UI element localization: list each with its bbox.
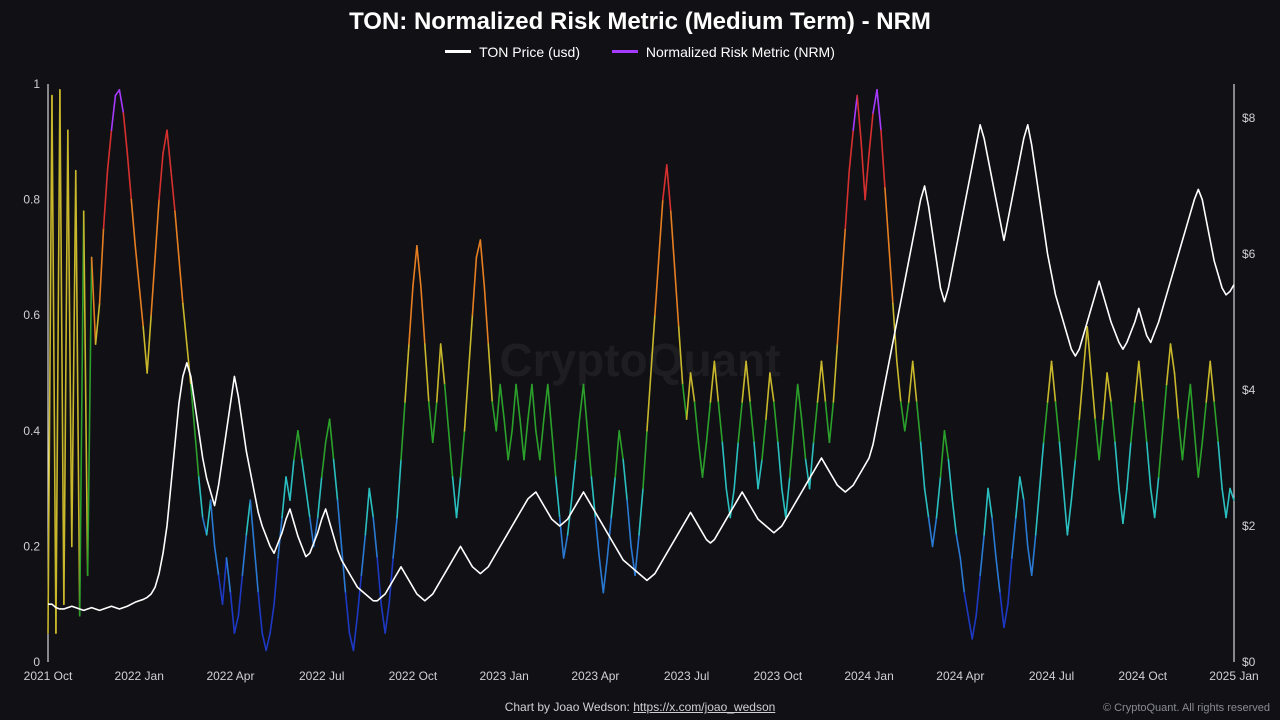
svg-text:$2: $2	[1242, 519, 1256, 533]
svg-text:2023 Jan: 2023 Jan	[479, 669, 528, 683]
svg-text:2022 Jan: 2022 Jan	[115, 669, 164, 683]
chart-svg: 0 0.2 0.4 0.6 0.8 1 $0 $2 $4 $6 $8 2021 Oct 2022 Jan…	[0, 0, 1280, 720]
svg-text:2024 Apr: 2024 Apr	[936, 669, 984, 683]
svg-text:2024 Jan: 2024 Jan	[844, 669, 893, 683]
chart-credits: Chart by Joao Wedson: https://x.com/joao…	[0, 700, 1280, 714]
svg-text:2023 Apr: 2023 Apr	[571, 669, 619, 683]
tick-labels: 0 0.2 0.4 0.6 0.8 1 $0 $2 $4 $6 $8 2021 Oct 2022 Jan…	[23, 77, 1258, 683]
svg-text:$0: $0	[1242, 655, 1256, 669]
svg-text:0: 0	[33, 655, 40, 669]
svg-text:2024 Jul: 2024 Jul	[1029, 669, 1074, 683]
svg-text:2022 Jul: 2022 Jul	[299, 669, 344, 683]
svg-text:0.4: 0.4	[23, 424, 40, 438]
svg-text:2021 Oct: 2021 Oct	[24, 669, 73, 683]
svg-text:2024 Oct: 2024 Oct	[1118, 669, 1167, 683]
svg-text:2023 Oct: 2023 Oct	[753, 669, 802, 683]
svg-text:2022 Oct: 2022 Oct	[389, 669, 438, 683]
credits-link[interactable]: https://x.com/joao_wedson	[633, 700, 775, 714]
svg-text:0.2: 0.2	[23, 539, 40, 553]
svg-text:0.6: 0.6	[23, 308, 40, 322]
price-series	[48, 125, 1234, 611]
svg-text:$8: $8	[1242, 111, 1256, 125]
nrm-series	[48, 90, 1234, 651]
copyright: © CryptoQuant. All rights reserved	[1103, 702, 1270, 714]
svg-text:1: 1	[33, 77, 40, 91]
credits-text: Chart by Joao Wedson:	[505, 700, 630, 714]
svg-text:2023 Jul: 2023 Jul	[664, 669, 709, 683]
svg-text:0.8: 0.8	[23, 193, 40, 207]
svg-text:2025 Jan: 2025 Jan	[1209, 669, 1258, 683]
svg-text:$6: $6	[1242, 247, 1256, 261]
svg-text:$4: $4	[1242, 383, 1256, 397]
chart-container: TON: Normalized Risk Metric (Medium Term…	[0, 0, 1280, 720]
svg-text:2022 Apr: 2022 Apr	[206, 669, 254, 683]
